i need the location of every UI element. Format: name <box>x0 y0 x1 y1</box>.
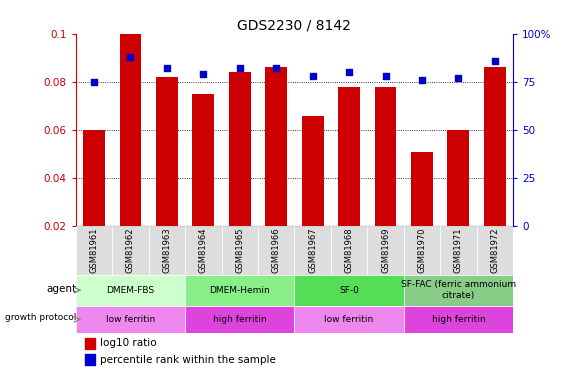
Text: GSM81965: GSM81965 <box>236 228 244 273</box>
Bar <box>476 226 513 274</box>
Bar <box>440 226 476 274</box>
Text: DMEM-FBS: DMEM-FBS <box>106 286 154 295</box>
Bar <box>331 226 367 274</box>
Bar <box>484 68 505 226</box>
Text: low ferritin: low ferritin <box>325 315 374 324</box>
Bar <box>85 338 96 349</box>
Bar <box>403 306 513 333</box>
Bar <box>222 226 258 274</box>
Text: GSM81968: GSM81968 <box>345 228 353 273</box>
Text: GSM81966: GSM81966 <box>272 228 280 273</box>
Bar <box>411 152 433 226</box>
Text: log10 ratio: log10 ratio <box>100 338 156 348</box>
Bar <box>156 77 178 226</box>
Point <box>381 73 390 79</box>
Point <box>199 71 208 77</box>
Text: GSM81969: GSM81969 <box>381 228 390 273</box>
Text: low ferritin: low ferritin <box>106 315 155 324</box>
Text: percentile rank within the sample: percentile rank within the sample <box>100 355 276 365</box>
Text: GSM81962: GSM81962 <box>126 228 135 273</box>
Point <box>490 58 500 64</box>
Point <box>272 65 281 71</box>
Text: SF-0: SF-0 <box>339 286 359 295</box>
Bar <box>192 94 215 226</box>
Bar <box>229 72 251 226</box>
Text: SF-FAC (ferric ammonium
citrate): SF-FAC (ferric ammonium citrate) <box>401 280 516 300</box>
Text: GSM81971: GSM81971 <box>454 228 463 273</box>
Point <box>89 79 99 85</box>
Text: agent: agent <box>47 284 76 294</box>
Text: GSM81967: GSM81967 <box>308 228 317 273</box>
Bar <box>294 274 403 306</box>
Text: GSM81963: GSM81963 <box>163 228 171 273</box>
Text: high ferritin: high ferritin <box>431 315 485 324</box>
Point <box>308 73 317 79</box>
Bar <box>374 87 396 226</box>
Bar <box>294 306 403 333</box>
Bar <box>76 274 185 306</box>
Bar <box>185 274 294 306</box>
Text: DMEM-Hemin: DMEM-Hemin <box>209 286 270 295</box>
Text: growth protocol: growth protocol <box>5 314 76 322</box>
Bar <box>265 68 287 226</box>
Bar <box>76 306 185 333</box>
Title: GDS2230 / 8142: GDS2230 / 8142 <box>237 19 352 33</box>
Text: GSM81961: GSM81961 <box>90 228 99 273</box>
Point <box>417 77 427 83</box>
Point <box>162 65 171 71</box>
Point <box>126 54 135 60</box>
Point <box>235 65 244 71</box>
Bar <box>403 226 440 274</box>
Bar <box>120 0 141 226</box>
Text: GSM81970: GSM81970 <box>417 228 426 273</box>
Point <box>345 69 354 75</box>
Bar <box>447 130 469 226</box>
Bar <box>112 226 149 274</box>
Bar <box>294 226 331 274</box>
Text: GSM81964: GSM81964 <box>199 228 208 273</box>
Text: high ferritin: high ferritin <box>213 315 266 324</box>
Bar <box>85 354 96 365</box>
Bar <box>83 130 105 226</box>
Bar <box>403 274 513 306</box>
Bar <box>367 226 403 274</box>
Bar <box>302 116 324 226</box>
Bar <box>338 87 360 226</box>
Bar <box>76 226 112 274</box>
Text: GSM81972: GSM81972 <box>490 228 499 273</box>
Bar <box>258 226 294 274</box>
Bar <box>185 226 222 274</box>
Point <box>454 75 463 81</box>
Bar <box>149 226 185 274</box>
Bar <box>185 306 294 333</box>
